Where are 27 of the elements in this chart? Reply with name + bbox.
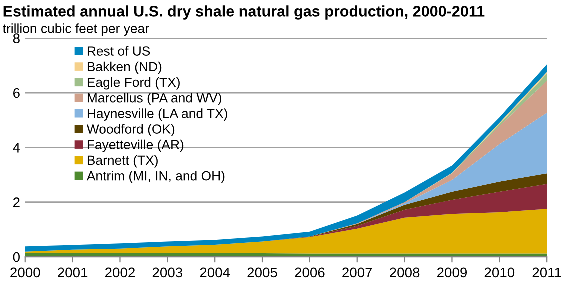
x-tick-label: 2002	[105, 268, 135, 278]
x-tick-label: 2001	[58, 268, 88, 278]
x-tick-label: 2003	[152, 268, 182, 278]
legend-label: Fayetteville (AR)	[88, 140, 184, 152]
legend-label: Bakken (ND)	[88, 62, 162, 74]
legend-label: Woodford (OK)	[86, 124, 175, 137]
legend-label: Eagle Ford (TX)	[88, 77, 180, 90]
legend-label: Barnett (TX)	[88, 155, 158, 168]
x-tick-label: 2008	[390, 268, 420, 278]
legend-label: Marcellus (PA and WV)	[88, 93, 222, 106]
x-tick-label: 2004	[200, 268, 230, 278]
x-tick-label: 2000	[10, 268, 40, 278]
y-tick-label: 2	[13, 198, 20, 208]
y-tick-label: 6	[14, 88, 20, 98]
y-tick-label: 4	[13, 143, 20, 153]
legend-label: Antrim (MI, IN, and OH)	[86, 171, 225, 184]
x-tick-label: 2009	[437, 268, 468, 278]
x-tick-label: 2005	[248, 268, 278, 278]
x-tick-label: 2006	[295, 268, 325, 278]
legend-label: Rest of US	[88, 46, 150, 56]
y-tick-label: 8	[13, 34, 20, 44]
x-tick-label: 2010	[484, 268, 515, 278]
x-tick-label: 2007	[342, 268, 372, 278]
x-tick-label: 2011	[532, 268, 562, 278]
legend-label: Haynesville (LA and TX)	[88, 108, 228, 121]
y-tick-label: 0	[13, 252, 20, 262]
chart-title: Estimated annual U.S. dry shale natural gas production, 2000-2011	[4, 6, 485, 20]
